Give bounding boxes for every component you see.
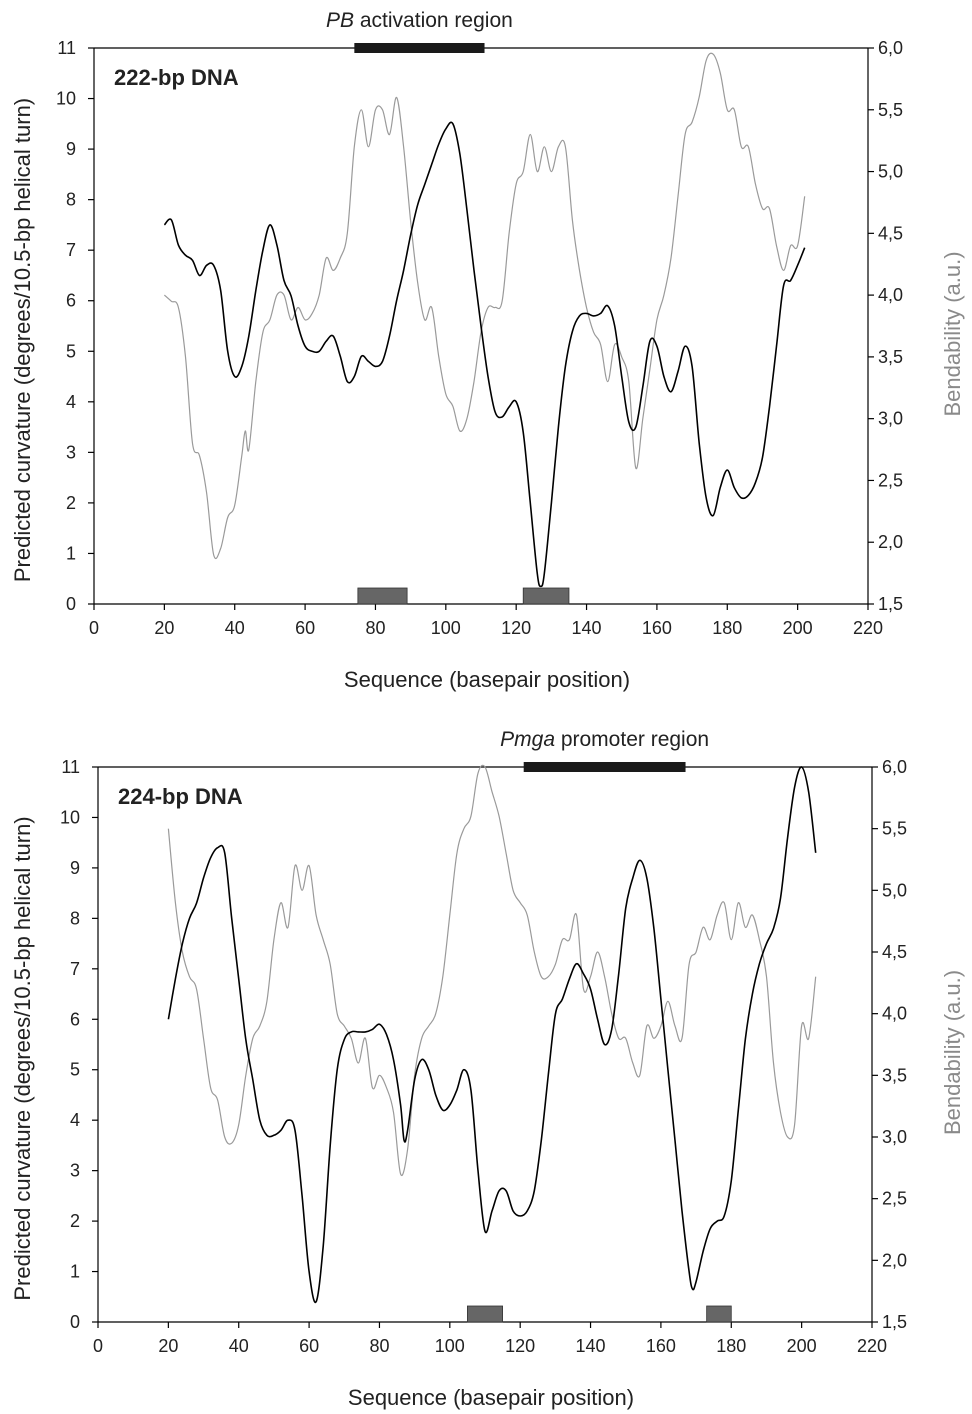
chart-panel-222bp: 0 20 40 60 80 100 120 140 160 180 200 220 0 1 2 3 4 5 6 7 8 9… — [10, 9, 965, 692]
y-tick-label-left: 2 — [66, 493, 76, 513]
region-label: PB activation region — [326, 9, 513, 32]
y-tick-label-right: 4,5 — [882, 942, 907, 962]
y-tick-label-left: 10 — [60, 807, 80, 827]
y-tick-label-left: 1 — [66, 543, 76, 563]
y-axis-title-left: Predicted curvature (degrees/10.5-bp hel… — [10, 816, 35, 1300]
curvature-line — [167, 766, 817, 1304]
y-tick-label-left: 11 — [61, 757, 80, 777]
x-axis-title: Sequence (basepair position) — [348, 1385, 634, 1410]
y-tick-label-right: 1,5 — [878, 594, 903, 614]
x-tick-label: 80 — [369, 1336, 389, 1356]
x-tick-label: 180 — [716, 1336, 746, 1356]
y-tick-label-left: 8 — [70, 908, 80, 928]
x-tick-label: 160 — [642, 618, 672, 638]
y-tick-label-right: 3,0 — [878, 409, 903, 429]
curvature-line — [163, 121, 806, 588]
y-tick-label-left: 2 — [70, 1211, 80, 1231]
x-tick-label: 140 — [576, 1336, 606, 1356]
x-tick-label: 220 — [853, 618, 883, 638]
x-tick-label: 60 — [299, 1336, 319, 1356]
y-tick-label-right: 4,5 — [878, 223, 903, 243]
y-tick-label-left: 5 — [66, 341, 76, 361]
y-tick-label-left: 4 — [70, 1110, 80, 1130]
region-label-text: promoter region — [555, 728, 709, 751]
x-tick-label: 80 — [365, 618, 385, 638]
x-tick-label: 200 — [787, 1336, 817, 1356]
y-tick-label-left: 6 — [66, 291, 76, 311]
region-bar — [523, 762, 686, 772]
y-tick-label-right: 2,5 — [882, 1189, 907, 1209]
y-tick-label-right: 4,0 — [878, 285, 903, 305]
y-tick-label-left: 4 — [66, 392, 76, 412]
y-tick-label-right: 2,0 — [878, 532, 903, 552]
x-tick-label: 220 — [857, 1336, 887, 1356]
region-bar — [354, 43, 485, 53]
y-tick-label-left: 11 — [57, 38, 76, 58]
y-tick-label-right: 3,5 — [882, 1065, 907, 1085]
panel-label: 222-bp DNA — [114, 65, 239, 90]
y-tick-label-right: 1,5 — [882, 1312, 907, 1332]
x-tick-label: 140 — [572, 618, 602, 638]
element-box — [357, 587, 408, 605]
y-axis-title-right: Bendability (a.u.) — [940, 251, 965, 416]
x-tick-label: 100 — [435, 1336, 465, 1356]
x-tick-label: 0 — [89, 618, 99, 638]
y-axis-title-right: Bendability (a.u.) — [940, 970, 965, 1135]
y-tick-label-left: 9 — [66, 139, 76, 159]
x-tick-label: 0 — [93, 1336, 103, 1356]
y-tick-label-left: 7 — [66, 240, 76, 260]
element-box — [706, 1305, 732, 1323]
panel-label: 224-bp DNA — [118, 784, 243, 809]
y-tick-label-left: 0 — [70, 1312, 80, 1332]
x-tick-label: 120 — [505, 1336, 535, 1356]
x-tick-label: 200 — [783, 618, 813, 638]
element-box — [467, 1305, 503, 1323]
bendability-line — [163, 52, 806, 559]
y-tick-label-right: 5,0 — [882, 880, 907, 900]
x-tick-label: 100 — [431, 618, 461, 638]
y-tick-label-right: 3,5 — [878, 347, 903, 367]
y-tick-label-left: 6 — [70, 1009, 80, 1029]
x-tick-label: 120 — [501, 618, 531, 638]
x-tick-label: 180 — [712, 618, 742, 638]
x-tick-label: 40 — [229, 1336, 249, 1356]
x-tick-label: 60 — [295, 618, 315, 638]
x-tick-label: 20 — [154, 618, 174, 638]
x-axis-title: Sequence (basepair position) — [344, 667, 630, 692]
y-tick-label-left: 9 — [70, 858, 80, 878]
y-tick-label-right: 3,0 — [882, 1127, 907, 1147]
y-tick-label-left: 7 — [70, 959, 80, 979]
y-tick-label-right: 5,0 — [878, 162, 903, 182]
x-tick-label: 40 — [225, 618, 245, 638]
region-label-text: activation region — [354, 9, 513, 32]
y-tick-label-right: 2,5 — [878, 470, 903, 490]
y-tick-label-left: 10 — [56, 89, 76, 109]
y-tick-label-left: 3 — [66, 442, 76, 462]
x-tick-label: 20 — [158, 1336, 178, 1356]
y-tick-label-right: 5,5 — [878, 100, 903, 120]
y-tick-label-right: 6,0 — [882, 757, 907, 777]
y-tick-label-left: 5 — [70, 1060, 80, 1080]
y-tick-label-left: 8 — [66, 190, 76, 210]
element-box — [522, 587, 570, 605]
y-tick-label-left: 0 — [66, 594, 76, 614]
bendability-line — [167, 764, 817, 1176]
y-tick-label-right: 5,5 — [882, 819, 907, 839]
y-tick-label-right: 6,0 — [878, 38, 903, 58]
region-label-italic: Pmga — [500, 728, 555, 751]
y-tick-label-left: 3 — [70, 1161, 80, 1181]
region-label: Pmga promoter region — [500, 728, 709, 751]
chart-panel-224bp: 0 20 40 60 80 100 120 140 160 180 200 220 0 1 2 3 4 5 6 7 8 9… — [10, 728, 965, 1410]
y-tick-label-right: 2,0 — [882, 1250, 907, 1270]
y-axis-title-left: Predicted curvature (degrees/10.5-bp hel… — [10, 98, 35, 582]
y-tick-label-right: 4,0 — [882, 1004, 907, 1024]
y-tick-label-left: 1 — [70, 1262, 80, 1282]
x-tick-label: 160 — [646, 1336, 676, 1356]
region-label-italic: PB — [326, 9, 354, 32]
